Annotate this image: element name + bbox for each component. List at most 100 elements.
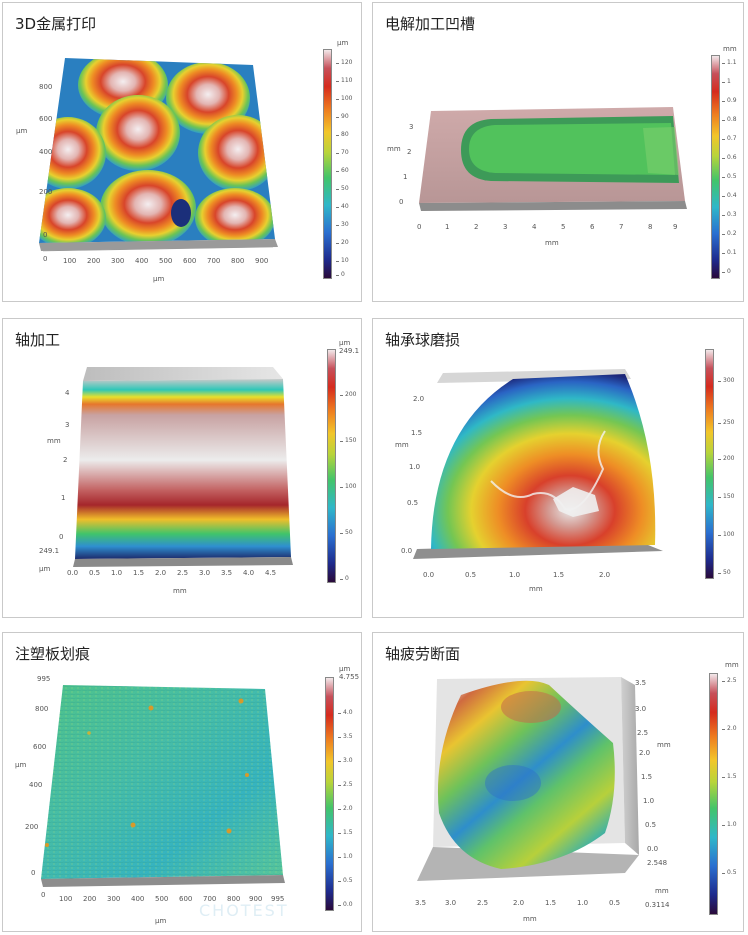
color-bar <box>709 673 718 915</box>
x-tick: 200 <box>87 257 101 265</box>
bar-tick: 60 <box>336 167 349 174</box>
x-tick: 7 <box>619 223 624 231</box>
y-tick: 0 <box>31 869 36 877</box>
x-unit: mm <box>523 915 537 923</box>
x-unit: mm <box>173 587 187 595</box>
surface-plot-fracture <box>417 677 639 881</box>
bar-tick: 200 <box>339 391 357 398</box>
x-tick: 0.0 <box>67 569 79 577</box>
bar-tick: 30 <box>336 221 349 228</box>
bar-tick: 70 <box>336 149 349 156</box>
bar-tick: 80 <box>336 131 349 138</box>
y-tick: 600 <box>39 115 53 123</box>
bar-tick: 0.3 <box>722 211 737 218</box>
bar-tick: 0.7 <box>722 135 737 142</box>
bar-tick: 0.4 <box>722 192 737 199</box>
y-tick: 400 <box>39 148 53 156</box>
color-bar <box>711 55 720 279</box>
bar-top: 4.755 <box>339 673 360 681</box>
x-tick: 1.0 <box>111 569 123 577</box>
x-tick: 500 <box>159 257 173 265</box>
x-tick: 900 <box>249 895 263 903</box>
bar-tick: 200 <box>717 455 735 462</box>
bar-tick: 50 <box>336 185 349 192</box>
color-bar <box>323 49 332 279</box>
x-tick: 300 <box>111 257 125 265</box>
bar-tick: 1.0 <box>722 821 737 828</box>
x-tick: 200 <box>83 895 97 903</box>
y-tick: 0.5 <box>645 821 657 829</box>
y-unit: μm <box>15 761 27 769</box>
z-unit: mm <box>655 887 669 895</box>
x-tick: 3.5 <box>415 899 427 907</box>
surface-plot-metal-print <box>39 58 278 252</box>
y-tick: 1.5 <box>641 773 653 781</box>
panel-title: 注塑板划痕 <box>15 645 91 663</box>
x-tick: 0.5 <box>89 569 101 577</box>
bar-tick: 100 <box>339 483 357 490</box>
x-tick: 3.0 <box>445 899 457 907</box>
y-tick: 2.0 <box>413 395 425 403</box>
panel-bearing-ball-wear: 轴承球磨损 mm 2.0 1.5 1.0 0.5 0.0 0.0 0.5 1.0… <box>372 318 744 618</box>
x-tick: 2.0 <box>155 569 167 577</box>
x-tick: 0 <box>41 891 46 899</box>
bar-tick: 10 <box>336 257 349 264</box>
bar-tick: 40 <box>336 203 349 210</box>
x-tick: 100 <box>63 257 77 265</box>
y-top: 995 <box>37 675 51 683</box>
y-unit: mm <box>47 437 61 445</box>
bar-tick: 50 <box>340 529 353 536</box>
y-tick: 200 <box>39 188 53 196</box>
bar-unit: μm <box>339 665 351 673</box>
bar-tick: 250 <box>717 419 735 426</box>
x-tick: 700 <box>203 895 217 903</box>
color-bar <box>327 349 336 583</box>
x-tick: 2.0 <box>513 899 525 907</box>
y-tick: 1 <box>403 173 408 181</box>
y-unit: mm <box>387 145 401 153</box>
x-tick: 4.0 <box>243 569 255 577</box>
x-tick: 2.5 <box>177 569 189 577</box>
y-tick: 2.0 <box>639 749 651 757</box>
panel-shaft-fatigue-fracture: 轴疲劳断面 3.5 3.0 2.5 m <box>372 632 744 932</box>
x-tick: 5 <box>561 223 566 231</box>
x-tick: 1.5 <box>553 571 565 579</box>
x-tick: 2.5 <box>477 899 489 907</box>
y-tick: 2.5 <box>637 729 649 737</box>
bar-tick: 3.0 <box>338 757 353 764</box>
y-tick: 1.0 <box>409 463 421 471</box>
bar-tick: 120 <box>335 59 353 66</box>
x-tick: 800 <box>227 895 241 903</box>
x-tick: 400 <box>135 257 149 265</box>
x-unit: mm <box>545 239 559 247</box>
panel-title: 3D金属打印 <box>15 15 97 33</box>
bar-tick: 90 <box>336 113 349 120</box>
y-tick: 600 <box>33 743 47 751</box>
y-tick: 3 <box>409 123 414 131</box>
y-tick: 200 <box>25 823 39 831</box>
bar-tick: 0 <box>340 575 349 582</box>
x-tick: 6 <box>590 223 595 231</box>
bar-tick: 0.8 <box>722 116 737 123</box>
y-tick: 1.5 <box>411 429 423 437</box>
bar-tick: 100 <box>717 531 735 538</box>
bar-tick: 110 <box>335 77 353 84</box>
bar-tick: 20 <box>336 239 349 246</box>
bar-tick: 150 <box>339 437 357 444</box>
bar-tick: 2.5 <box>338 781 353 788</box>
y-tick: 2 <box>63 456 68 464</box>
z-min: 0.3114 <box>645 901 670 909</box>
bar-tick: 1 <box>722 78 731 85</box>
bar-tick: 150 <box>717 493 735 500</box>
x-tick: 0.5 <box>465 571 477 579</box>
x-tick: 0.5 <box>609 899 621 907</box>
x-tick: 800 <box>231 257 245 265</box>
panel-title: 轴加工 <box>15 331 61 349</box>
bar-tick: 1.0 <box>338 853 353 860</box>
bar-tick: 1.5 <box>722 773 737 780</box>
bar-tick: 0.5 <box>722 173 737 180</box>
bar-tick: 0.5 <box>338 877 353 884</box>
bar-tick: 0.0 <box>338 901 353 908</box>
surface-plot-scratch <box>41 685 285 887</box>
x-tick: 1.0 <box>577 899 589 907</box>
